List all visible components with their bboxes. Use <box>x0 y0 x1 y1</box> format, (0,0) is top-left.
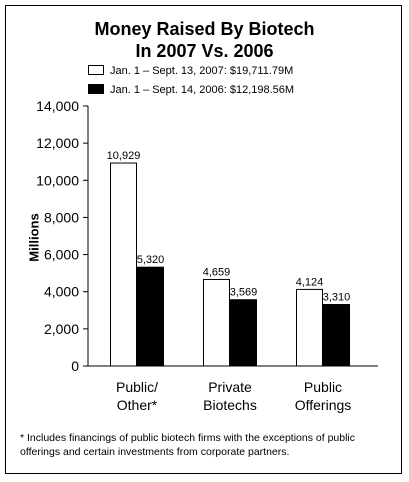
legend-label-2007: Jan. 1 – Sept. 13, 2007: $19,711.79M <box>110 65 294 77</box>
data-label-2007: 4,124 <box>296 276 324 288</box>
y-tick-label: 8,000 <box>44 209 79 225</box>
y-tick-label: 12,000 <box>36 135 79 151</box>
y-tick-label: 10,000 <box>36 172 79 188</box>
legend-swatch-2006 <box>88 84 104 95</box>
legend-item-2006: Jan. 1 – Sept. 14, 2006: $12,198.56M <box>88 83 294 97</box>
data-label-2007: 10,929 <box>107 150 141 162</box>
data-label-2006: 5,320 <box>137 254 165 266</box>
bar-2007 <box>110 162 137 367</box>
legend-swatch-2007 <box>88 65 104 76</box>
x-category-label: Public <box>304 379 342 395</box>
data-label-2006: 3,569 <box>230 287 258 299</box>
x-category-label: Biotechs <box>203 397 257 413</box>
legend-label-2006: Jan. 1 – Sept. 14, 2006: $12,198.56M <box>110 84 295 96</box>
x-category-label: Public/ <box>116 379 158 395</box>
x-category-label: Offerings <box>295 397 352 413</box>
y-tick-label: 6,000 <box>44 247 79 263</box>
y-tick-label: 14,000 <box>36 98 79 114</box>
chart-frame <box>5 5 402 474</box>
footnote: * Includes financings of public biotech … <box>20 432 356 458</box>
data-label-2007: 4,659 <box>203 266 231 278</box>
data-label-2006: 3,310 <box>323 292 351 304</box>
y-tick-label: 2,000 <box>44 321 79 337</box>
y-tick-label: 4,000 <box>44 284 79 300</box>
x-category-label: Private <box>208 379 252 395</box>
legend-item-2007: Jan. 1 – Sept. 13, 2007: $19,711.79M <box>88 64 293 78</box>
x-category-label: Other* <box>117 397 158 413</box>
chart-title-line1: Money Raised By Biotech <box>94 19 315 39</box>
chart-title-line2: In 2007 Vs. 2006 <box>135 41 274 61</box>
bar-2006 <box>323 304 350 367</box>
bar-2007 <box>203 278 230 367</box>
bar-2006 <box>137 266 164 367</box>
bar-2007 <box>296 288 323 367</box>
y-tick-label: 0 <box>71 358 79 374</box>
bar-2006 <box>230 299 257 367</box>
